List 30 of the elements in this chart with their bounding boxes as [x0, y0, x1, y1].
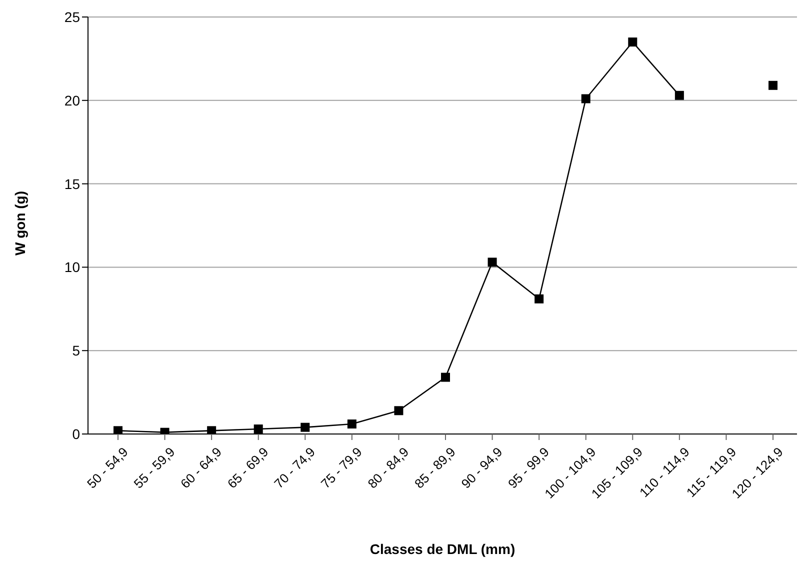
y-axis-title: W gon (g): [12, 190, 28, 256]
x-tick-label: 60 - 64,9: [178, 444, 224, 492]
x-tick-label: 55 - 59,9: [130, 444, 178, 492]
point: [628, 38, 638, 47]
y-tick-label: 20: [64, 92, 80, 108]
x-tick-label: 80 - 84,9: [364, 444, 412, 492]
y-tick-label: 25: [64, 8, 80, 25]
x-tick-label: 90 - 94,9: [458, 444, 506, 492]
point: [254, 424, 263, 434]
x-tick-label: 50 - 54,9: [84, 444, 131, 492]
point: [534, 294, 544, 304]
point: [207, 426, 216, 434]
x-axis-title: Classes de DML (mm): [370, 541, 516, 557]
y-tick-label: 0: [72, 426, 80, 442]
x-tick-label: 75 - 79,9: [318, 444, 365, 492]
x-tick-label: 70 - 74,9: [271, 444, 318, 492]
x-tick-label: 85 - 89,9: [412, 444, 458, 492]
point: [394, 406, 404, 416]
y-tick-label: 15: [64, 176, 80, 192]
y-tick-label: 10: [64, 259, 80, 276]
point: [768, 80, 778, 90]
point: [674, 90, 684, 100]
point: [488, 258, 497, 267]
y-tick-label: 5: [72, 342, 80, 359]
point: [347, 419, 356, 428]
point: [300, 422, 310, 432]
x-tick-label: 65 - 69,9: [224, 444, 272, 492]
point: [114, 426, 122, 434]
point: [581, 94, 590, 104]
point: [441, 372, 450, 382]
